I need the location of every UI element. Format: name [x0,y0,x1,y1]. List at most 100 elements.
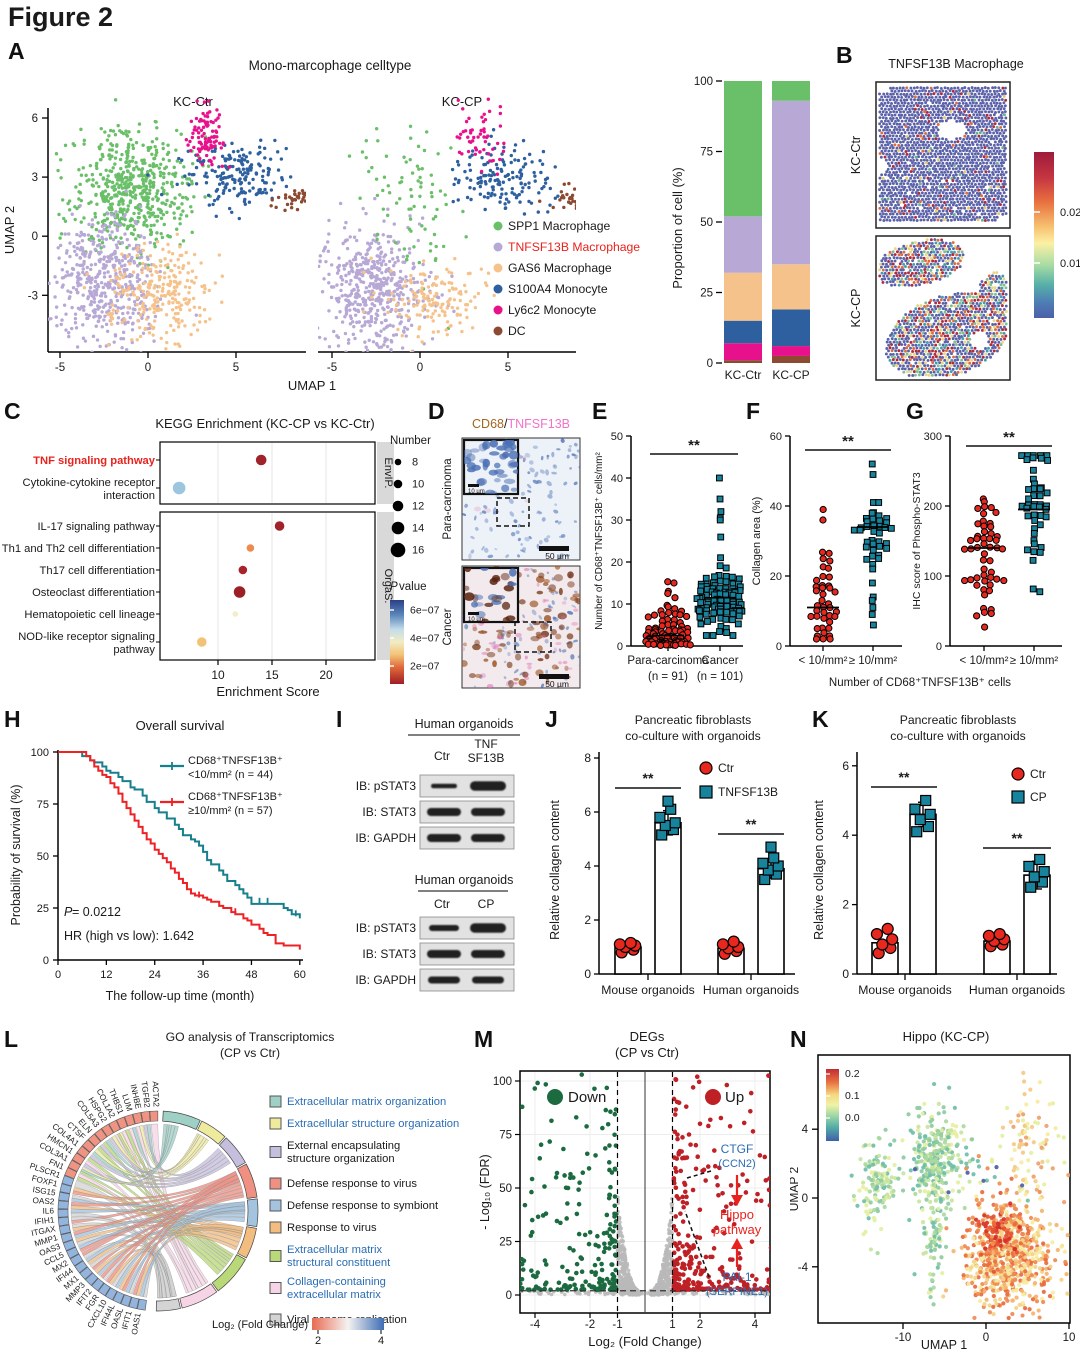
swarm-cat: Cancer [701,655,738,667]
blot-band [429,925,459,931]
bar-cat-0: KC-Ctr [725,368,762,382]
spatial-colorbar [1034,152,1054,318]
kegg-term: NOD-like receptor signaling [18,631,155,643]
cat-arc-2 [218,1137,246,1168]
kegg-term: Hematopoietic cell lineage [24,609,155,621]
ihc-row-label-1: Cancer [442,608,454,645]
collagen-bar-chart-tnfsf13b: Pancreatic fibroblasts co-culture with or… [548,713,799,997]
hippo-xlabel: UMAP 1 [921,1338,967,1351]
blot-band [471,834,505,842]
go-legend-label-1: Extracellular structure organization [287,1118,459,1130]
bar-ylabel: Relative collagen content [548,800,562,940]
panel-label-j: J [545,706,558,732]
go-legend-label-3: Defense response to virus [287,1178,417,1190]
go-legend-label-7: extracellular matrix [287,1289,381,1301]
legend-dot-3 [493,284,503,294]
kegg-dot [197,637,207,647]
panel-label-c: C [4,398,21,424]
gene-label-ISG15: ISG15 [32,1185,57,1197]
swarm-points [850,460,895,629]
svg-text:0: 0 [707,358,713,370]
blot-row-label: IB: STAT3 [362,805,416,819]
cat-arc-6 [211,1254,246,1292]
go-legend-swatch-5 [269,1221,282,1234]
cat-arc-3 [236,1163,258,1199]
go-title-1: GO analysis of Transcriptomics [166,1030,335,1044]
subplot-label-kc-cp: KC-CP [442,94,482,109]
bar-group-label: Human organoids [703,983,799,997]
spatial-title: TNFSF13B Macrophage [888,57,1024,71]
hippo-umap-points [849,1070,1070,1321]
bar-legend-0: Ctr [718,761,734,775]
significance: ** [899,769,910,785]
kegg-dot [274,521,285,531]
go-legend-swatch-2 [269,1146,282,1158]
significance: ** [643,770,654,786]
go-legend-label-5: Response to virus [287,1222,377,1234]
panel-label-m: M [474,1026,494,1052]
volcano-title-1: DEGs [630,1029,665,1044]
go-legend-label-0: Extracellular matrix organization [287,1096,446,1108]
blot-band [428,976,460,984]
swarm-ylabel: IHC score of Phospho-STAT3 [911,472,923,609]
km-legend-0: CD68⁺TNFSF13B⁺ [188,755,283,767]
ihc-header: CD68/TNFSF13B [472,417,570,431]
legend-dot-5 [493,326,503,336]
umap-celltype-chart: Mono-marcophage celltype KC-Ctr KC-CP 6 3 0 -3… [2,58,810,393]
panel-efg-beeswarms: 0 10 20 30 40 50 Number of CD68⁺TNFSF13B⁺ cell… [590,398,1080,708]
bar-title-1: Pancreatic fibroblasts [900,713,1017,727]
kegg-term: Th17 cell differentiation [40,565,155,577]
kegg-term: Th1 and Th2 cell differentiation [2,543,155,555]
svg-text:50: 50 [700,217,713,229]
inset-scalebar-label: 10 µm [468,617,485,623]
cat-arc-8 [155,1298,181,1312]
bar-Mouse organoids-TNFSF13B [654,822,682,975]
panel-c-kegg: KEGG Enrichment (KC-CP vs KC-Ctr) EnvIP. O… [0,398,470,704]
annot-pai1: PAI-1 [722,1270,751,1284]
panel-d-ihc: CD68/TNFSF13B 10 µm 50 µm 10 µm 50 µm Para-ca… [425,398,590,704]
bar-Mouse organoids-CP [909,813,937,975]
panel-label-g: G [906,398,924,424]
bar-group-label: Human organoids [969,983,1065,997]
km-title: Overall survival [136,718,225,733]
lane-label: Ctr [434,897,450,911]
fc-colorbar [312,1318,384,1330]
umap-points-kc-cp [318,97,576,352]
swarm-cat: < 10/mm² [799,655,848,667]
svg-text:5: 5 [233,362,239,374]
collagen-bar-chart-cp: Pancreatic fibroblasts co-culture with or… [813,713,1065,997]
cat-arc-7 [179,1283,218,1309]
legend-dot-4 [493,305,503,315]
blot-band [427,808,461,816]
go-legend-label-4: Defense response to symbiont [287,1200,439,1212]
category-arcs [155,1110,259,1312]
roi-dashed-box [496,497,530,527]
row-label-kc-ctr: KC-Ctr [849,136,863,174]
panel-label-n: N [790,1026,807,1052]
colorbar-tick-001: 0.01 [1060,258,1080,270]
ihc-images: CD68/TNFSF13B 10 µm 50 µm 10 µm 50 µm Para-ca… [442,417,581,689]
proportion-axis-label: Proportion of cell (%) [670,167,685,288]
gene-arcs [57,1110,159,1311]
cat-arc-0 [162,1110,201,1130]
lane-label: Ctr [434,749,450,763]
panel-h-survival: Overall survival 0 25 50 75 100 0 12 24 36 48 60 Pro… [0,702,332,1028]
blot-row-label: IB: STAT3 [362,947,416,961]
go-title-2: (CP vs Ctr) [220,1046,280,1060]
go-legend-label-6: Extracellular matrix [287,1244,383,1256]
kegg-dot [233,586,246,598]
gene-label-OAS2: OAS2 [32,1196,55,1206]
blot-row-label: IB: pSTAT3 [356,921,417,935]
figure-title: Figure 2 [8,2,114,32]
go-legend-swatch-7 [269,1282,282,1294]
blot-row-label: IB: GAPDH [355,831,416,845]
umap1-axis-label: UMAP 1 [288,378,336,393]
gene-label-IL6: IL6 [42,1206,54,1215]
go-chord-diagram: GO analysis of Transcriptomics (CP vs Ctr… [28,1030,459,1347]
scalebar-label: 50 µm [545,551,569,561]
legend-dot-2 [493,263,503,273]
panel-m-volcano: DEGs (CP vs Ctr) 0 25 50 75 100 -4 -2 -1 1 2 4- Log₁… [475,1025,790,1351]
scalebar-label: 50 µm [545,679,569,689]
